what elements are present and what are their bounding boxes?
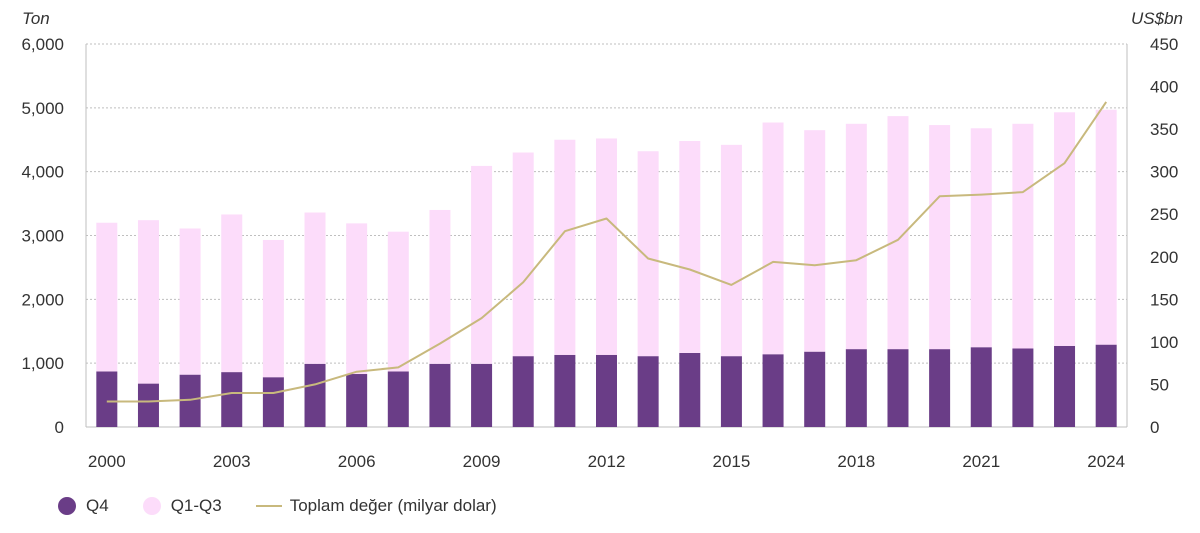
bar-q4-2015 [720, 356, 742, 427]
stacked-bar-line-chart: Ton 0 1,000 2,000 3,000 4,000 5,000 6,000 US$b… [21, 9, 1183, 471]
right-axis: US$bn 0 50 100 150 200 250 300 350 400 450 [1131, 9, 1183, 437]
bar-q4-2019 [887, 349, 909, 427]
bar-q4-2022 [1012, 348, 1034, 427]
bar-q4-2024 [1095, 344, 1117, 427]
bar-q1q3-2019 [887, 116, 909, 350]
x-axis-tick-label: 2000 [88, 452, 126, 471]
bar-q4-2017 [804, 351, 826, 427]
left-axis-tick-label: 3,000 [21, 227, 64, 246]
bar-q4-2004 [262, 377, 284, 427]
x-axis-tick-label: 2012 [588, 452, 626, 471]
bar-q4-2006 [346, 374, 368, 427]
right-axis-tick-label: 0 [1150, 418, 1159, 437]
left-axis-tick-label: 1,000 [21, 354, 64, 373]
bar-q1q3-2023 [1054, 112, 1076, 346]
bar-q4-2005 [304, 363, 326, 427]
x-axis-tick-label: 2006 [338, 452, 376, 471]
bar-q1q3-2020 [929, 125, 951, 350]
legend-label-total-value: Toplam değer (milyar dolar) [289, 496, 497, 515]
legend-swatch-q4 [58, 497, 76, 515]
left-axis-tick-label: 2,000 [21, 290, 64, 309]
left-axis-tick-label: 6,000 [21, 35, 64, 54]
total-value-line [106, 101, 1108, 403]
bar-q1q3-2021 [970, 128, 992, 348]
left-axis: Ton 0 1,000 2,000 3,000 4,000 5,000 6,000 [21, 9, 64, 437]
bars [96, 109, 1117, 427]
bar-q1q3-2014 [679, 141, 701, 353]
x-axis-tick-label: 2015 [713, 452, 751, 471]
bar-q4-2021 [970, 347, 992, 427]
right-axis-tick-label: 200 [1150, 248, 1178, 267]
bar-q1q3-2000 [96, 222, 118, 372]
bar-q4-2009 [471, 363, 493, 427]
bar-q1q3-2005 [304, 212, 326, 364]
bar-q4-2023 [1054, 345, 1076, 427]
bar-q4-2020 [929, 349, 951, 427]
bar-q1q3-2006 [346, 223, 368, 375]
bar-q1q3-2011 [554, 139, 576, 355]
legend: Q4 Q1-Q3 Toplam değer (milyar dolar) [58, 496, 531, 516]
right-axis-tick-label: 300 [1150, 163, 1178, 182]
left-axis-tick-label: 0 [55, 418, 64, 437]
bar-q4-2016 [762, 354, 784, 427]
bar-q4-2003 [221, 372, 243, 427]
x-axis-tick-label: 2021 [962, 452, 1000, 471]
bar-q4-2008 [429, 363, 451, 427]
bar-q4-2014 [679, 352, 701, 427]
left-axis-tick-label: 4,000 [21, 163, 64, 182]
x-axis-tick-label: 2024 [1087, 452, 1125, 471]
bar-q1q3-2007 [387, 231, 409, 372]
bar-q4-2018 [845, 349, 867, 427]
bar-q1q3-2013 [637, 151, 659, 357]
left-axis-tick-label: 5,000 [21, 99, 64, 118]
legend-item-q4: Q4 [58, 496, 109, 516]
bar-q4-2007 [387, 371, 409, 427]
bar-q4-2010 [512, 356, 534, 427]
legend-label-q1q3: Q1-Q3 [170, 496, 222, 515]
bar-q1q3-2001 [137, 220, 159, 384]
bar-q1q3-2004 [262, 239, 284, 378]
bar-q1q3-2018 [845, 123, 867, 350]
bar-q1q3-2015 [720, 144, 742, 357]
bar-q1q3-2009 [471, 165, 493, 364]
bar-q1q3-2003 [221, 214, 243, 373]
bar-q4-2013 [637, 356, 659, 427]
bar-q4-2002 [179, 374, 201, 427]
left-axis-unit-label: Ton [22, 9, 50, 28]
bar-q4-2001 [137, 383, 159, 427]
bar-q4-2012 [596, 354, 617, 427]
legend-item-total-value: Toplam değer (milyar dolar) [255, 496, 497, 516]
bar-q1q3-2002 [179, 228, 201, 375]
legend-label-q4: Q4 [86, 496, 109, 515]
x-axis-tick-label: 2009 [463, 452, 501, 471]
bar-q1q3-2012 [596, 138, 617, 355]
right-axis-tick-label: 250 [1150, 205, 1178, 224]
bar-q1q3-2017 [804, 130, 826, 352]
bar-q1q3-2022 [1012, 123, 1034, 349]
right-axis-tick-label: 100 [1150, 333, 1178, 352]
right-axis-tick-label: 400 [1150, 78, 1178, 97]
right-axis-tick-label: 350 [1150, 120, 1178, 139]
legend-item-q1q3: Q1-Q3 [142, 496, 222, 516]
right-axis-tick-label: 450 [1150, 35, 1178, 54]
bar-q1q3-2008 [429, 209, 451, 364]
bar-q1q3-2016 [762, 122, 784, 355]
line-total-value [106, 101, 1108, 403]
bar-q4-2000 [96, 371, 118, 427]
x-axis: 2000 2003 2006 2009 2012 2015 2018 2021 2024 [88, 452, 1125, 471]
right-axis-unit-label: US$bn [1131, 9, 1183, 28]
right-axis-tick-label: 150 [1150, 290, 1178, 309]
bar-q4-2011 [554, 354, 576, 427]
bar-q1q3-2024 [1095, 109, 1117, 345]
legend-swatch-q1q3 [142, 497, 161, 515]
x-axis-tick-label: 2003 [213, 452, 251, 471]
x-axis-tick-label: 2018 [837, 452, 875, 471]
bar-q1q3-2010 [512, 152, 534, 357]
legend-swatch-line [255, 505, 282, 507]
right-axis-tick-label: 50 [1150, 375, 1169, 394]
